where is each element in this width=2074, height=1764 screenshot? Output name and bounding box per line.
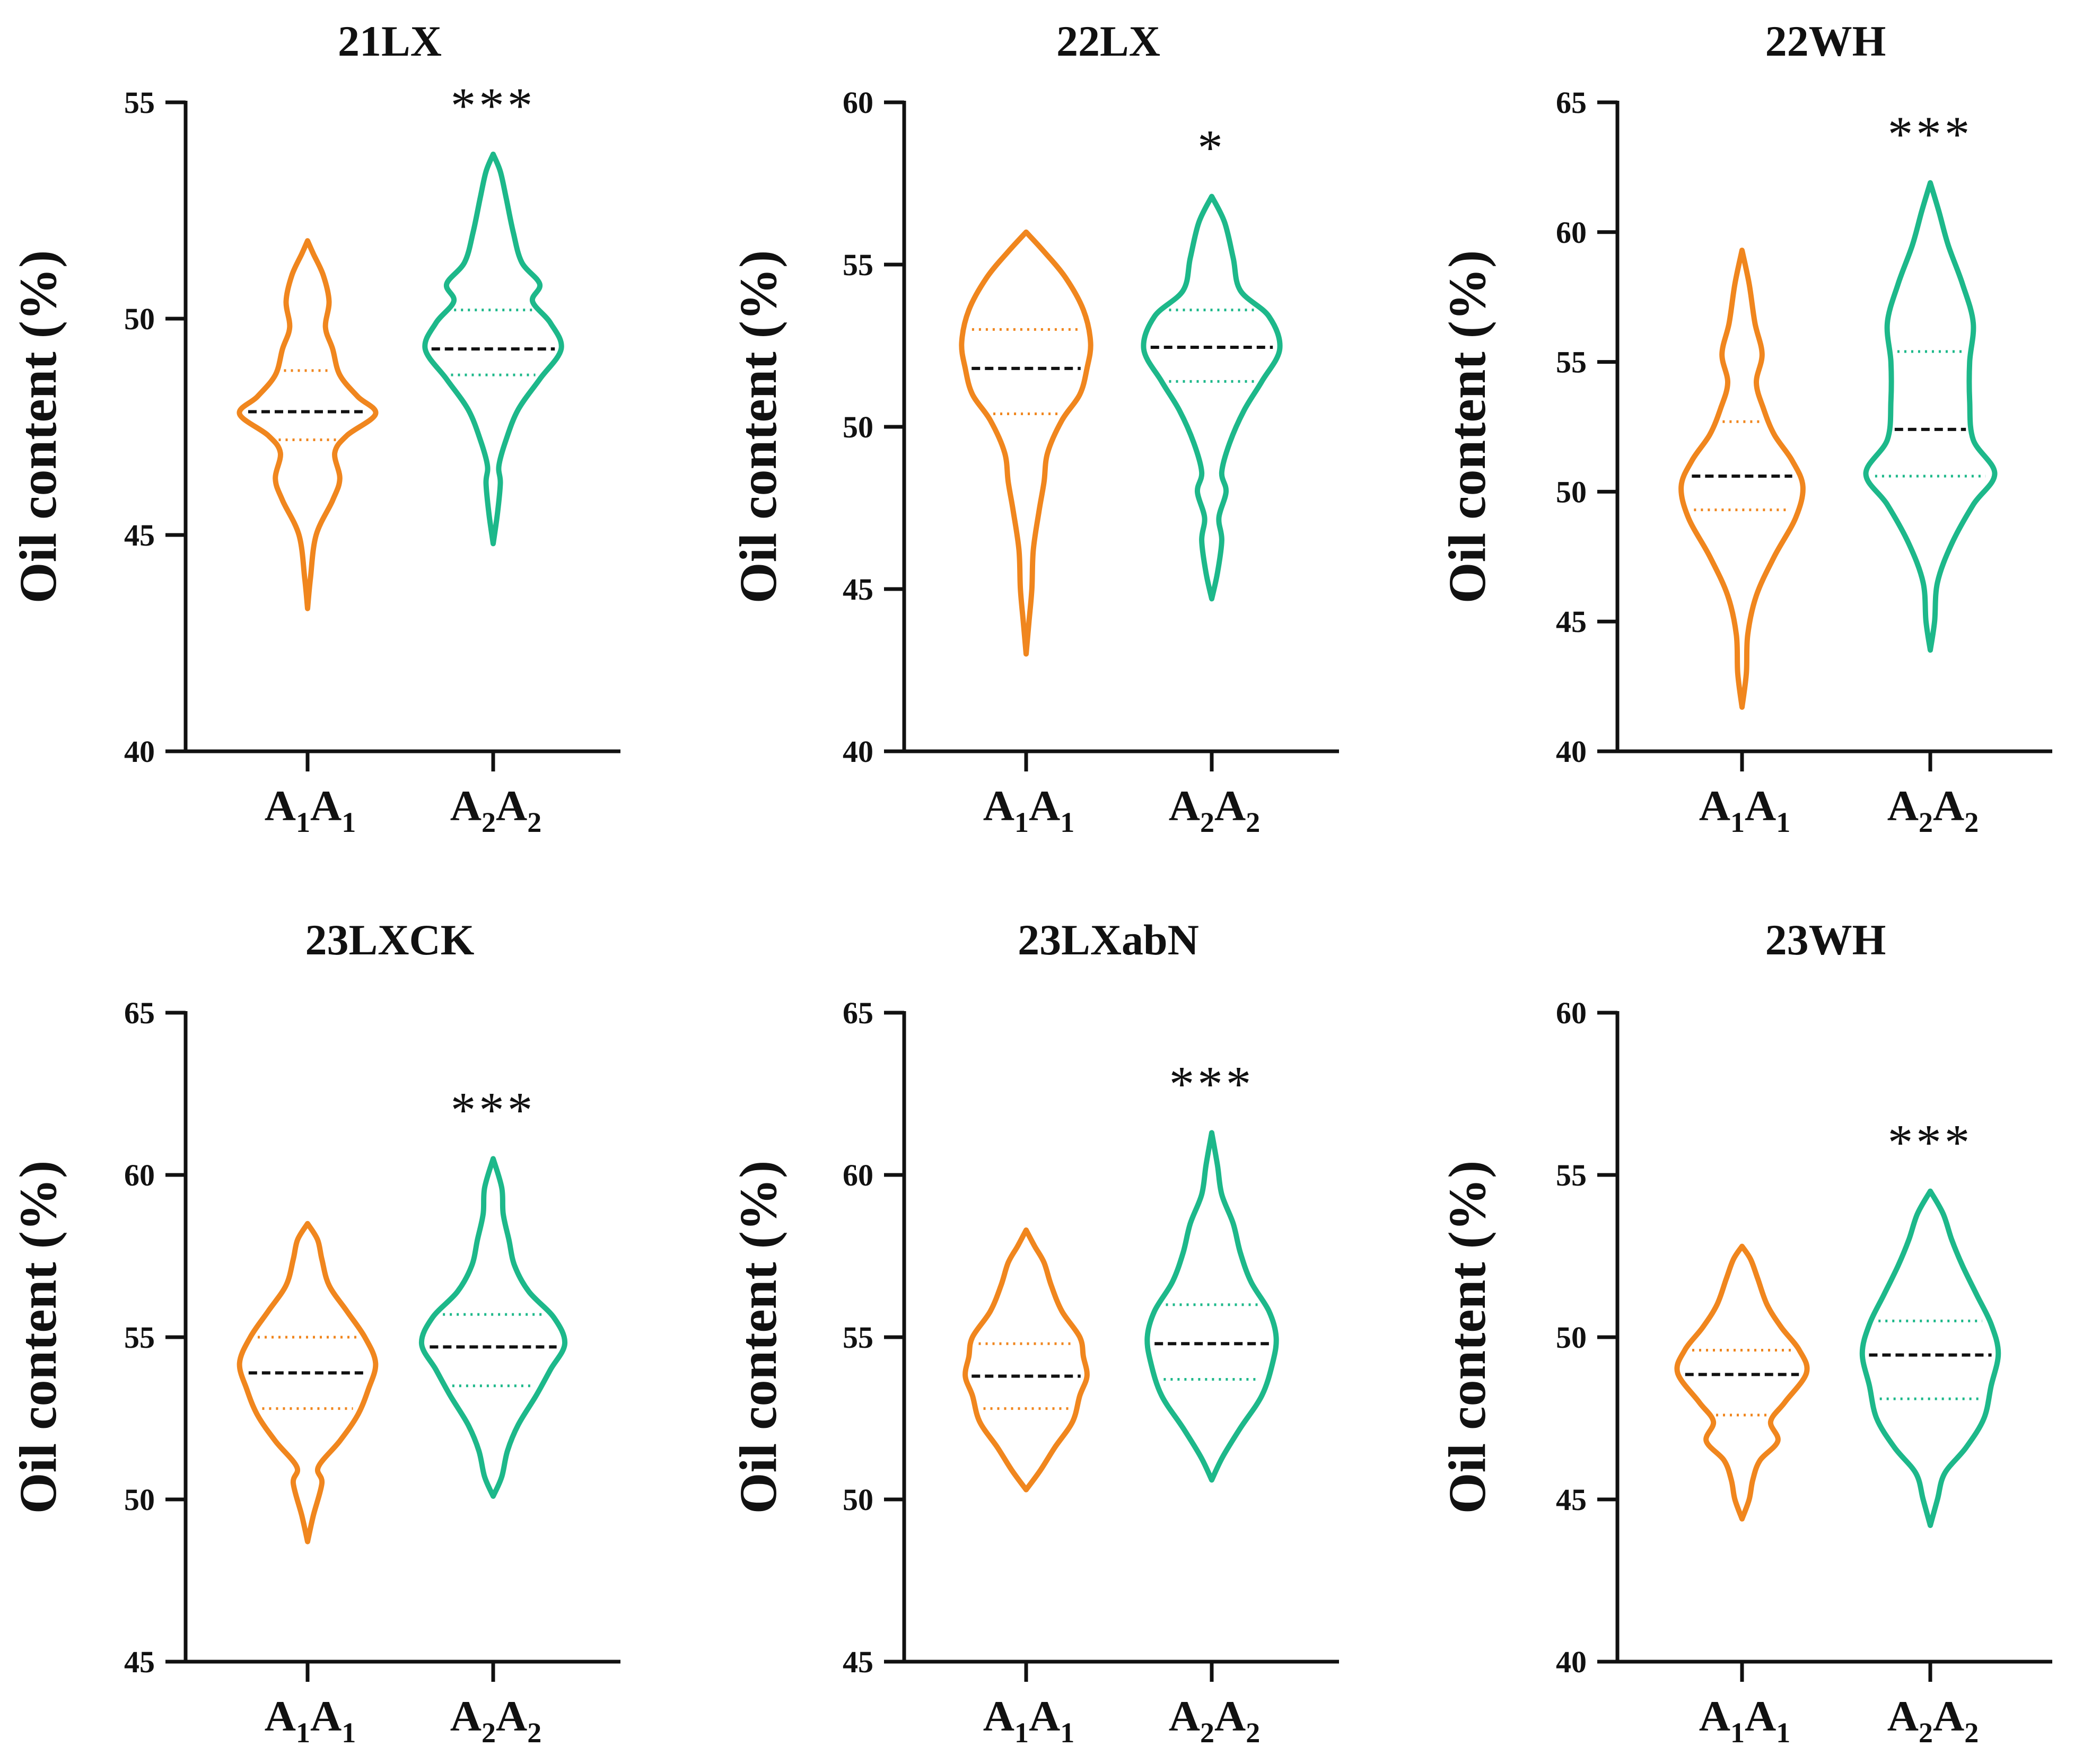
violin-A1A1 [237, 1221, 379, 1544]
chart-title: 22WH [1765, 17, 1886, 65]
y-axis-label: Oil content (%) [1438, 250, 1497, 604]
x-tick-label-A1A1: A1A1 [265, 1692, 356, 1749]
y-axis-label: Oil content (%) [8, 250, 67, 604]
chart-panel-1: 21LX Oil content (%) 40 45 50 55 A1A1 A2A2 *** [8, 17, 620, 838]
y-tick-label: 60 [1556, 996, 1587, 1030]
y-tick-label: 40 [1556, 734, 1587, 769]
y-tick-label: 45 [124, 1645, 155, 1679]
chart-title: 23WH [1765, 916, 1886, 964]
y-axis-label: Oil content (%) [1438, 1161, 1497, 1514]
significance-marker: * [1197, 119, 1226, 175]
y-tick-label: 55 [124, 1320, 155, 1355]
y-axis-label: Oil content (%) [729, 1161, 787, 1514]
y-tick-label: 50 [124, 1482, 155, 1517]
significance-marker: *** [1888, 106, 1973, 162]
significance-marker: *** [451, 77, 536, 134]
chart-panel-5: 23LXabN Oil content (%) 45 50 55 60 65 A1A1 A2A2… [729, 916, 1339, 1749]
violin-A1A1 [1674, 1243, 1810, 1522]
y-tick-label: 45 [1556, 604, 1587, 639]
y-tick-label: 45 [843, 1645, 873, 1679]
y-tick-label: 40 [1556, 1645, 1587, 1679]
y-tick-label: 50 [124, 302, 155, 336]
violin-A2A2 [422, 151, 564, 547]
y-tick-label: 50 [1556, 475, 1587, 509]
y-tick-label: 65 [843, 996, 873, 1030]
violin-A1A1 [1678, 248, 1806, 710]
y-tick-label: 40 [843, 734, 873, 769]
y-tick-label: 55 [124, 85, 155, 120]
chart-panel-6: 23WH Oil content (%) 40 45 50 55 60 A1A1 A2A2 *** [1438, 916, 2052, 1749]
y-tick-label: 65 [124, 996, 155, 1030]
x-tick-label-A1A1: A1A1 [265, 782, 356, 838]
chart-panel-4: 23LXCK Oil content (%) 45 50 55 60 65 A1A1 A2A2 *… [8, 916, 620, 1749]
chart-panel-3: 22WH Oil content (%) 40 45 50 55 60 65 A1A1 A2A2 *… [1438, 17, 2052, 838]
y-tick-label: 55 [1556, 345, 1587, 380]
violin-A2A2 [1141, 194, 1283, 602]
y-tick-label: 60 [1556, 215, 1587, 250]
violin-A1A1 [959, 229, 1093, 657]
y-tick-label: 60 [843, 1158, 873, 1192]
y-tick-label: 60 [124, 1158, 155, 1192]
y-tick-label: 60 [843, 85, 873, 120]
x-tick-label-A1A1: A1A1 [983, 1692, 1074, 1749]
x-tick-label-A2A2: A2A2 [1887, 782, 1979, 838]
x-tick-label-A2A2: A2A2 [450, 782, 541, 838]
y-tick-label: 50 [843, 410, 873, 444]
x-tick-label-A1A1: A1A1 [1699, 782, 1790, 838]
x-tick-label-A2A2: A2A2 [1169, 782, 1260, 838]
x-tick-label-A1A1: A1A1 [1699, 1692, 1790, 1749]
violin-A1A1 [962, 1227, 1090, 1493]
significance-marker: *** [1169, 1056, 1255, 1112]
y-tick-label: 45 [843, 572, 873, 607]
y-axis-label: Oil content (%) [729, 250, 787, 604]
x-tick-label-A2A2: A2A2 [1887, 1692, 1979, 1749]
y-tick-label: 45 [124, 518, 155, 552]
violin-A2A2 [1859, 1188, 2001, 1528]
chart-title: 23LXCK [305, 916, 475, 964]
y-tick-label: 50 [843, 1482, 873, 1517]
y-tick-label: 55 [1556, 1158, 1587, 1192]
violin-A2A2 [1144, 1130, 1279, 1483]
y-tick-label: 50 [1556, 1320, 1587, 1355]
chart-title: 23LXabN [1018, 916, 1199, 964]
y-tick-label: 45 [1556, 1482, 1587, 1517]
y-tick-label: 55 [843, 1320, 873, 1355]
significance-marker: *** [451, 1082, 536, 1138]
chart-title: 22LX [1056, 17, 1160, 65]
y-tick-label: 40 [124, 734, 155, 769]
x-tick-label-A2A2: A2A2 [450, 1692, 541, 1749]
y-axis-label: Oil content (%) [8, 1161, 67, 1514]
y-tick-label: 55 [843, 248, 873, 282]
y-tick-label: 65 [1556, 85, 1587, 120]
significance-marker: *** [1888, 1114, 1973, 1171]
violin-A2A2 [1863, 180, 1998, 653]
violin-A1A1 [237, 238, 379, 611]
x-tick-label-A2A2: A2A2 [1169, 1692, 1260, 1749]
x-tick-label-A1A1: A1A1 [983, 782, 1074, 838]
chart-panel-2: 22LX Oil content (%) 40 45 50 55 60 A1A1 A2A2 * [729, 17, 1339, 838]
violin-A2A2 [418, 1156, 568, 1499]
chart-title: 21LX [338, 17, 442, 65]
